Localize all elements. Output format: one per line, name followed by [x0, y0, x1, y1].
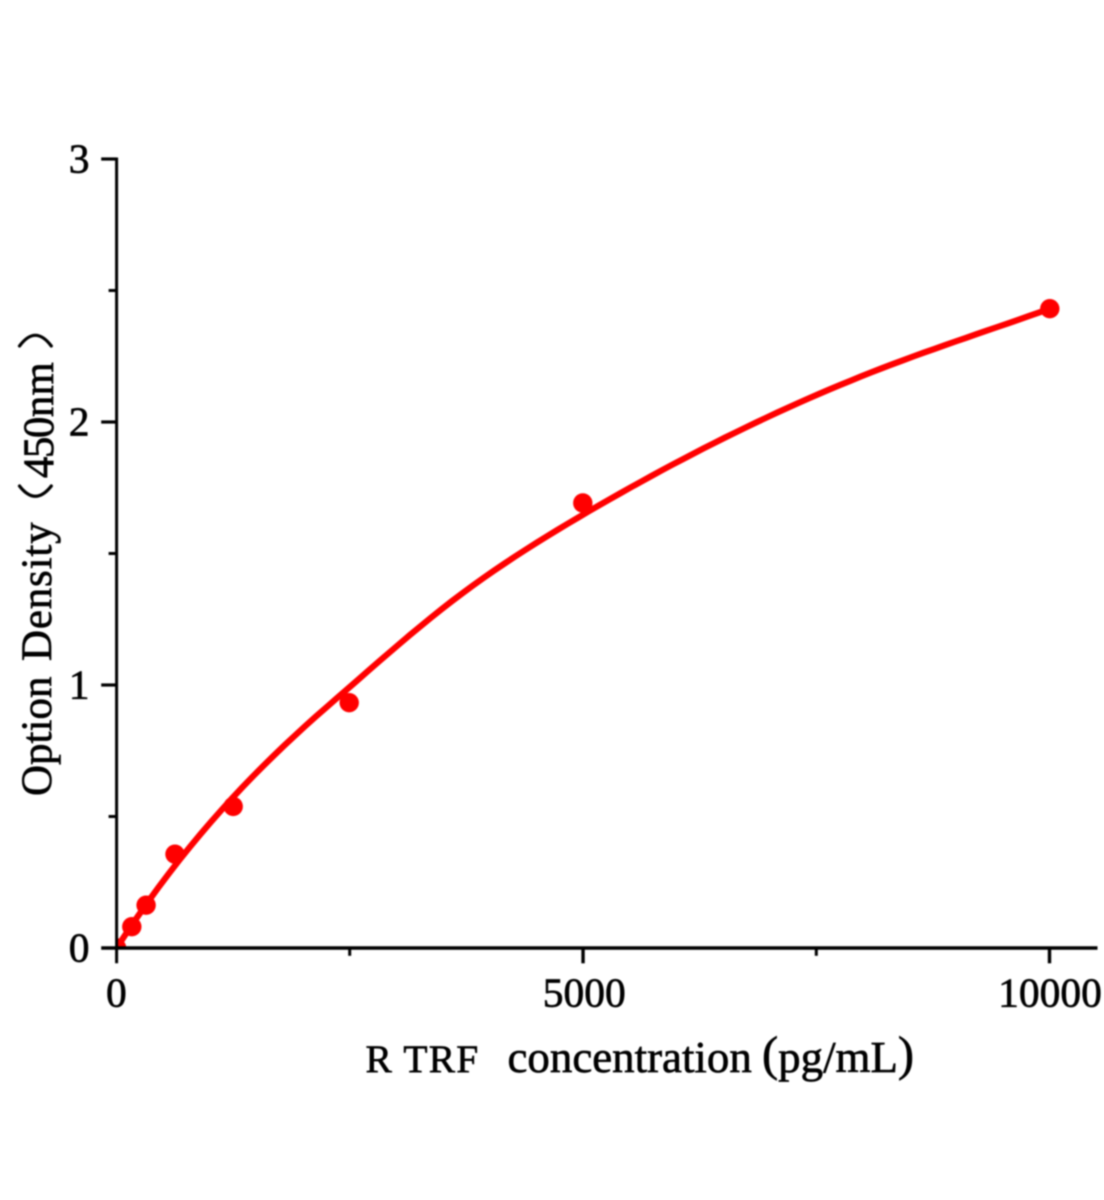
svg-text:10000: 10000: [998, 970, 1102, 1016]
svg-text:1: 1: [69, 661, 90, 707]
svg-text:R TRF: R TRF: [366, 1037, 480, 1081]
svg-text:0: 0: [106, 970, 127, 1016]
svg-text:Option Density450nm: Option Density450nm: [14, 362, 63, 796]
svg-text:2: 2: [69, 398, 90, 444]
svg-text:5000: 5000: [543, 970, 626, 1016]
svg-text:concentration (pg/mL): concentration (pg/mL): [508, 1028, 915, 1082]
svg-text:3: 3: [69, 135, 90, 181]
svg-text:0: 0: [69, 924, 90, 970]
